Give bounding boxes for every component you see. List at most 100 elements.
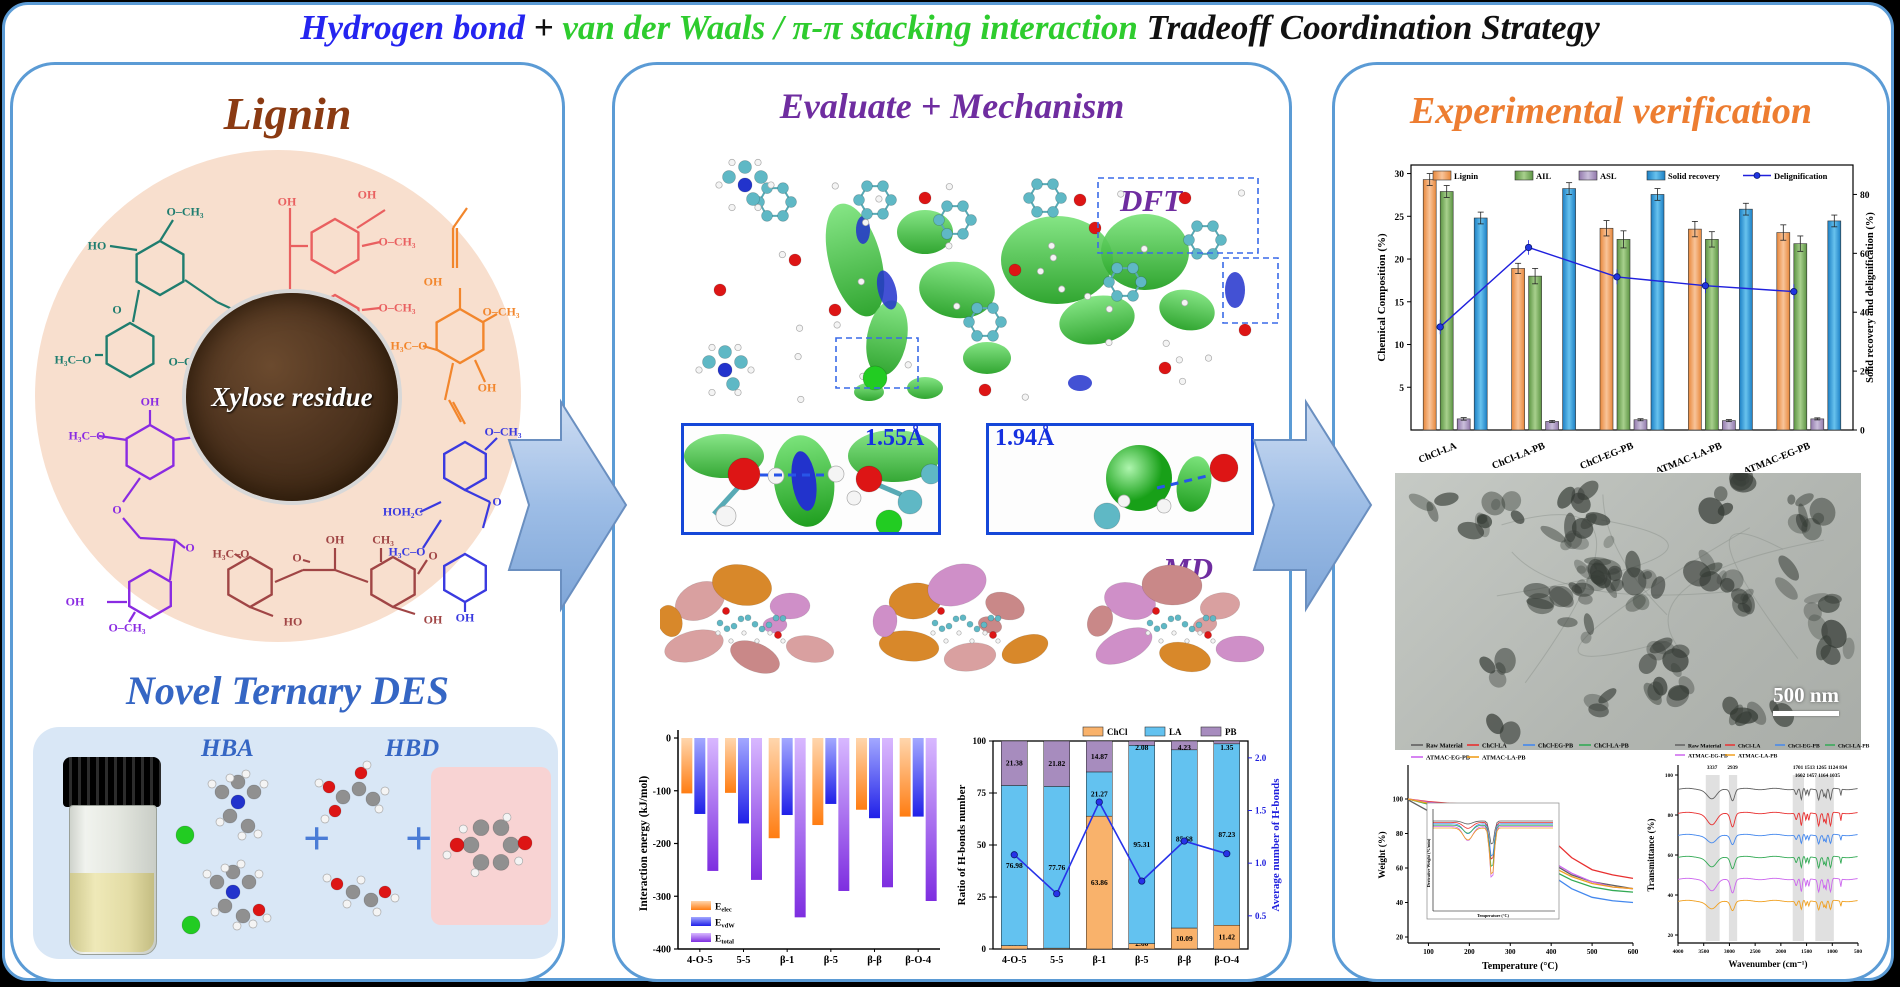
svg-text:ChCl-LA-PB: ChCl-LA-PB xyxy=(1838,744,1870,750)
chart-tga: 20 40 60 80 100 100 200 300 400 500 600 Raw Materia… xyxy=(1375,685,1655,977)
tem-scale-bar xyxy=(1773,711,1839,716)
svg-text:60: 60 xyxy=(1396,865,1404,873)
svg-text:100: 100 xyxy=(1393,796,1404,804)
svg-text:25: 25 xyxy=(977,892,987,902)
svg-text:80: 80 xyxy=(1860,191,1870,201)
svg-text:Average number of H-bonds: Average number of H-bonds xyxy=(1270,778,1282,912)
chem-label: H₃C–O xyxy=(388,544,426,559)
svg-text:500: 500 xyxy=(1854,949,1862,955)
svg-text:β-1: β-1 xyxy=(1092,955,1106,966)
xylose-residue-photo: Xylose residue xyxy=(186,293,398,501)
svg-text:100: 100 xyxy=(1423,948,1434,956)
chem-label: OH xyxy=(477,380,497,395)
svg-text:ATMAC-EG-PB: ATMAC-EG-PB xyxy=(1426,755,1470,762)
svg-text:1500: 1500 xyxy=(1801,949,1812,955)
svg-text:Interaction energy (kJ/mol): Interaction energy (kJ/mol) xyxy=(638,776,650,912)
tem-scale-label: 500 nm xyxy=(1773,683,1839,707)
chem-label: HO xyxy=(283,614,303,629)
chem-label: HOH₂C xyxy=(382,504,424,519)
svg-text:87.23: 87.23 xyxy=(1218,830,1235,839)
svg-text:0: 0 xyxy=(666,734,671,745)
svg-text:ChCl-EG-PB: ChCl-EG-PB xyxy=(1788,744,1820,750)
chem-label: O–CH₃ xyxy=(484,424,522,439)
experimental-title: Experimental verification xyxy=(1409,90,1813,132)
tem-image: 500 nm xyxy=(1395,473,1861,750)
svg-text:10: 10 xyxy=(1395,341,1405,351)
svg-text:Ratio of H-bonds number: Ratio of H-bonds number xyxy=(956,785,968,906)
svg-text:ATMAC-LA-PB: ATMAC-LA-PB xyxy=(1482,755,1526,762)
svg-text:ChCl-LA: ChCl-LA xyxy=(1482,743,1507,750)
svg-text:-300: -300 xyxy=(653,892,671,903)
svg-text:21.82: 21.82 xyxy=(1048,759,1065,768)
svg-text:EvdW: EvdW xyxy=(715,919,735,930)
svg-text:Derivative Weight (%/min): Derivative Weight (%/min) xyxy=(1426,838,1431,887)
svg-text:ChCl-EG-PB: ChCl-EG-PB xyxy=(1578,440,1635,472)
svg-text:Etotal: Etotal xyxy=(715,935,734,946)
svg-text:ATMAC-EG-PB: ATMAC-EG-PB xyxy=(1688,754,1728,760)
svg-text:Eelec: Eelec xyxy=(715,903,732,914)
dft-visualization xyxy=(695,158,1279,403)
svg-text:40: 40 xyxy=(1668,893,1674,899)
svg-text:1602 1457 1164 1035: 1602 1457 1164 1035 xyxy=(1795,773,1841,779)
chem-label: OH xyxy=(455,610,475,625)
svg-text:60: 60 xyxy=(1860,250,1870,260)
chem-label: O–CH₃ xyxy=(108,620,146,635)
svg-text:95.31: 95.31 xyxy=(1133,840,1150,849)
dft-label: DFT xyxy=(1120,183,1182,218)
svg-text:2000: 2000 xyxy=(1775,949,1786,955)
panel-experimental: Experimental verification 5 10 15 20 25 30 0 20… xyxy=(1332,62,1890,982)
chem-label: H₃C–O xyxy=(68,428,106,443)
svg-text:5: 5 xyxy=(1399,384,1404,394)
svg-text:Lignin: Lignin xyxy=(1454,171,1478,181)
svg-text:β-β: β-β xyxy=(1177,955,1191,966)
svg-text:β-β: β-β xyxy=(867,955,882,966)
svg-text:3337: 3337 xyxy=(1707,765,1718,771)
svg-text:80: 80 xyxy=(1668,813,1674,819)
svg-text:15: 15 xyxy=(1395,298,1405,308)
svg-text:Chemical Composition (%): Chemical Composition (%) xyxy=(1376,233,1388,362)
svg-text:0.5: 0.5 xyxy=(1255,911,1267,921)
chart-interaction-energy: 0 -100 -200 -300 -400 4-O-5 5-5 β-1 β-5 β-β β-O-4 I… xyxy=(633,665,955,975)
svg-text:ChCl-LA-PB: ChCl-LA-PB xyxy=(1491,440,1547,471)
hbond-distance-1: 1.55Å xyxy=(865,425,925,451)
svg-text:40: 40 xyxy=(1860,309,1870,319)
svg-text:Weight (%): Weight (%) xyxy=(1377,831,1388,878)
svg-text:300: 300 xyxy=(1505,948,1516,956)
svg-text:β-O-4: β-O-4 xyxy=(905,955,932,966)
hba-label: HBA xyxy=(201,735,254,762)
chem-label: OH xyxy=(65,594,85,609)
svg-text:ATMAC-LA-PB: ATMAC-LA-PB xyxy=(1654,440,1724,472)
lignin-title: Lignin xyxy=(223,88,352,139)
chem-label: O xyxy=(292,550,302,565)
svg-text:21.27: 21.27 xyxy=(1091,790,1108,799)
chem-label: O–CH₃ xyxy=(482,304,520,319)
hbd-label: HBD xyxy=(385,735,440,762)
des-molecules xyxy=(175,760,533,935)
flow-arrow-1 xyxy=(507,398,628,613)
chem-label: O xyxy=(185,540,195,555)
des-box: HBA HBD + + xyxy=(33,727,558,959)
svg-text:2939: 2939 xyxy=(1727,765,1738,771)
chem-label: OH xyxy=(325,532,345,547)
vial-cap xyxy=(63,757,161,807)
svg-text:1.5: 1.5 xyxy=(1255,806,1267,816)
svg-text:β-1: β-1 xyxy=(780,955,794,966)
svg-text:5-5: 5-5 xyxy=(1050,955,1063,966)
svg-text:500: 500 xyxy=(1587,948,1598,956)
svg-text:β-O-4: β-O-4 xyxy=(1214,955,1239,966)
svg-text:1701 1513 1265 1124 834: 1701 1513 1265 1124 834 xyxy=(1793,765,1848,771)
svg-text:Raw Material: Raw Material xyxy=(1688,744,1722,750)
svg-text:63.86: 63.86 xyxy=(1091,878,1108,887)
hbond-distance-2: 1.94Å xyxy=(995,425,1055,451)
svg-text:200: 200 xyxy=(1464,948,1475,956)
svg-text:2500: 2500 xyxy=(1750,949,1761,955)
svg-text:75: 75 xyxy=(977,788,987,798)
svg-text:100: 100 xyxy=(973,736,987,746)
svg-text:Raw Material: Raw Material xyxy=(1426,743,1463,750)
svg-text:25: 25 xyxy=(1395,213,1405,223)
svg-text:ATMAC-EG-PB: ATMAC-EG-PB xyxy=(1742,440,1812,472)
tem-scale: 500 nm xyxy=(1773,683,1839,716)
svg-text:ChCl-LA-PB: ChCl-LA-PB xyxy=(1594,743,1629,750)
chem-label: H₃C–O xyxy=(212,546,250,561)
chart-hbond-ratio: 02550751000.51.01.52.04-O-51.6476.9821.3… xyxy=(955,665,1290,975)
